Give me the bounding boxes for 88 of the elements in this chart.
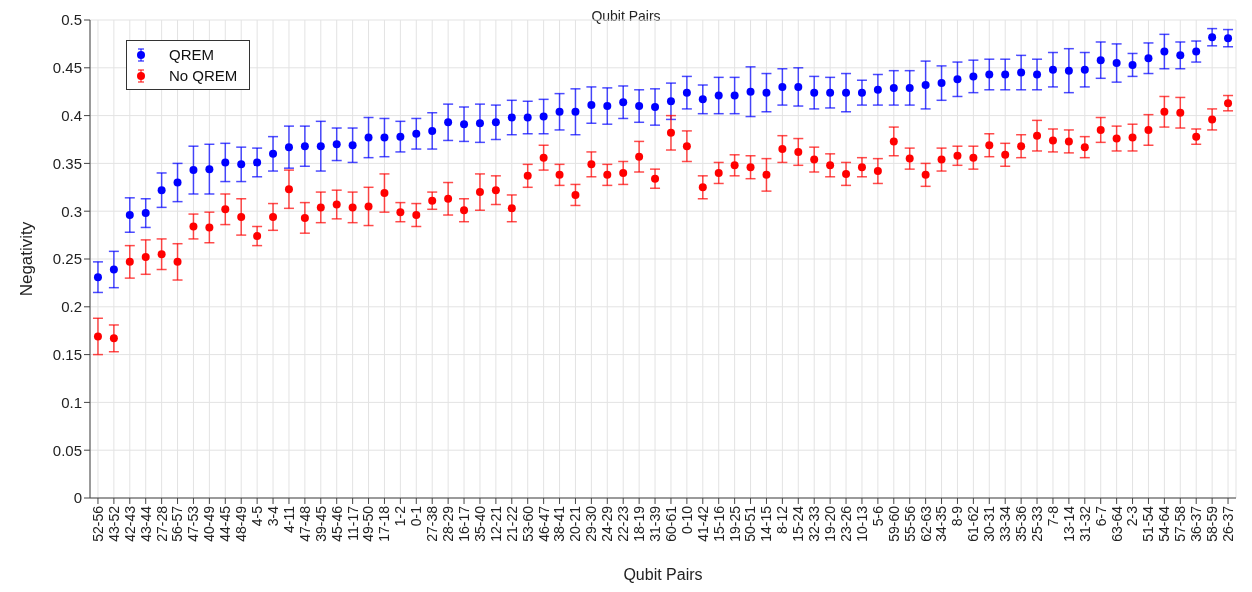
x-tick-label: 0-10	[678, 505, 695, 535]
x-tick-label: 8-12	[774, 505, 791, 535]
legend-label: No QREM	[169, 66, 238, 86]
x-tick-label: 1-2	[392, 505, 409, 527]
x-tick-label: 34-35	[933, 505, 950, 542]
x-tick-label: 40-49	[201, 505, 218, 542]
x-tick-label: 39-45	[312, 505, 329, 542]
x-tick-label: 42-43	[121, 505, 138, 542]
x-tick-label: 45-46	[328, 505, 345, 542]
x-tick-label: 12-21	[487, 505, 504, 542]
x-tick-label: 54-64	[1156, 505, 1173, 542]
x-tick-label: 36-37	[1188, 505, 1205, 542]
y-tick-label: 0.4	[61, 106, 82, 124]
x-axis-title: Qubit Pairs	[623, 566, 703, 583]
x-tick-label: 15-16	[710, 505, 727, 542]
y-tick-label: 0.5	[61, 11, 82, 29]
x-tick-label: 59-60	[885, 505, 902, 542]
x-tick-label: 62-63	[917, 505, 934, 542]
y-tick-label: 0.15	[52, 345, 82, 363]
y-tick-label: 0.1	[61, 393, 82, 411]
x-tick-label: 22-23	[615, 505, 632, 542]
x-tick-label: 56-57	[169, 505, 186, 542]
x-tick-label: 19-25	[726, 505, 743, 542]
x-tick-label: 7-8	[1044, 505, 1061, 527]
x-tick-label: 6-7	[1092, 505, 1109, 527]
x-tick-label: 3-4	[264, 505, 281, 527]
x-tick-label: 26-37	[1219, 505, 1236, 542]
x-tick-label: 63-64	[1108, 505, 1125, 542]
x-tick-label: 2-3	[1124, 505, 1141, 527]
x-tick-label: 46-47	[535, 505, 552, 542]
x-tick-label: 55-56	[901, 505, 918, 542]
x-tick-label: 61-62	[965, 505, 982, 542]
x-tick-label: 29-30	[583, 505, 600, 542]
x-tick-label: 35-40	[471, 505, 488, 542]
x-tick-label: 43-44	[137, 505, 154, 542]
x-tick-label: 21-22	[503, 505, 520, 542]
x-tick-label: 38-41	[551, 505, 568, 542]
x-tick-label: 27-28	[153, 505, 170, 542]
y-tick-label: 0.05	[52, 441, 82, 459]
x-tick-label: 53-60	[519, 505, 536, 542]
x-tick-label: 32-33	[806, 505, 823, 542]
y-tick-label: 0.2	[61, 298, 82, 316]
x-tick-label: 23-26	[837, 505, 854, 542]
x-tick-label: 52-56	[89, 505, 106, 542]
x-tick-label: 47-53	[185, 505, 202, 542]
x-tick-label: 51-54	[1140, 505, 1157, 542]
y-tick-label: 0.25	[52, 250, 82, 268]
x-tick-label: 35-36	[1013, 505, 1030, 542]
x-tick-label: 8-9	[949, 505, 966, 527]
x-tick-label: 48-49	[233, 505, 250, 542]
x-tick-label: 31-32	[1076, 505, 1093, 542]
x-tick-label: 41-42	[694, 505, 711, 542]
chart-title: Qubit Pairs	[591, 8, 661, 24]
x-tick-label: 20-21	[567, 505, 584, 542]
x-tick-label: 5-6	[869, 505, 886, 527]
x-tick-label: 15-24	[790, 505, 807, 542]
y-axis-title: Negativity	[17, 221, 37, 297]
x-tick-label: 30-31	[981, 505, 998, 542]
x-tick-label: 11-17	[344, 505, 361, 541]
x-tick-label: 47-48	[296, 505, 313, 542]
x-tick-label: 14-15	[758, 505, 775, 542]
x-tick-label: 4-5	[249, 505, 266, 527]
x-tick-label: 50-51	[742, 505, 759, 542]
y-tick-label: 0.35	[52, 154, 82, 172]
x-tick-label: 0-1	[408, 505, 425, 527]
x-tick-label: 31-39	[646, 505, 663, 542]
x-tick-label: 25-33	[1028, 505, 1045, 542]
x-tick-label: 60-61	[662, 505, 679, 542]
y-tick-label: 0	[73, 489, 82, 507]
x-tick-label: 10-13	[853, 505, 870, 542]
x-tick-label: 4-11	[280, 505, 297, 533]
x-tick-label: 19-20	[822, 505, 839, 542]
x-tick-label: 57-58	[1172, 505, 1189, 542]
x-tick-label: 28-29	[440, 505, 457, 542]
x-tick-label: 33-34	[997, 505, 1014, 542]
x-tick-label: 27-38	[424, 505, 441, 542]
y-tick-label: 0.3	[61, 202, 82, 220]
legend-label: QREM	[169, 45, 214, 65]
y-tick-label: 0.45	[52, 59, 82, 77]
x-tick-label: 58-59	[1204, 505, 1221, 542]
x-tick-label: 17-18	[376, 505, 393, 542]
x-tick-label: 24-29	[599, 505, 616, 542]
x-tick-label: 13-14	[1060, 505, 1077, 542]
x-tick-label: 43-52	[105, 505, 122, 542]
x-tick-label: 44-45	[217, 505, 234, 542]
x-tick-label: 18-19	[631, 505, 648, 542]
x-tick-label: 16-17	[455, 505, 472, 542]
x-tick-label: 49-50	[360, 505, 377, 542]
